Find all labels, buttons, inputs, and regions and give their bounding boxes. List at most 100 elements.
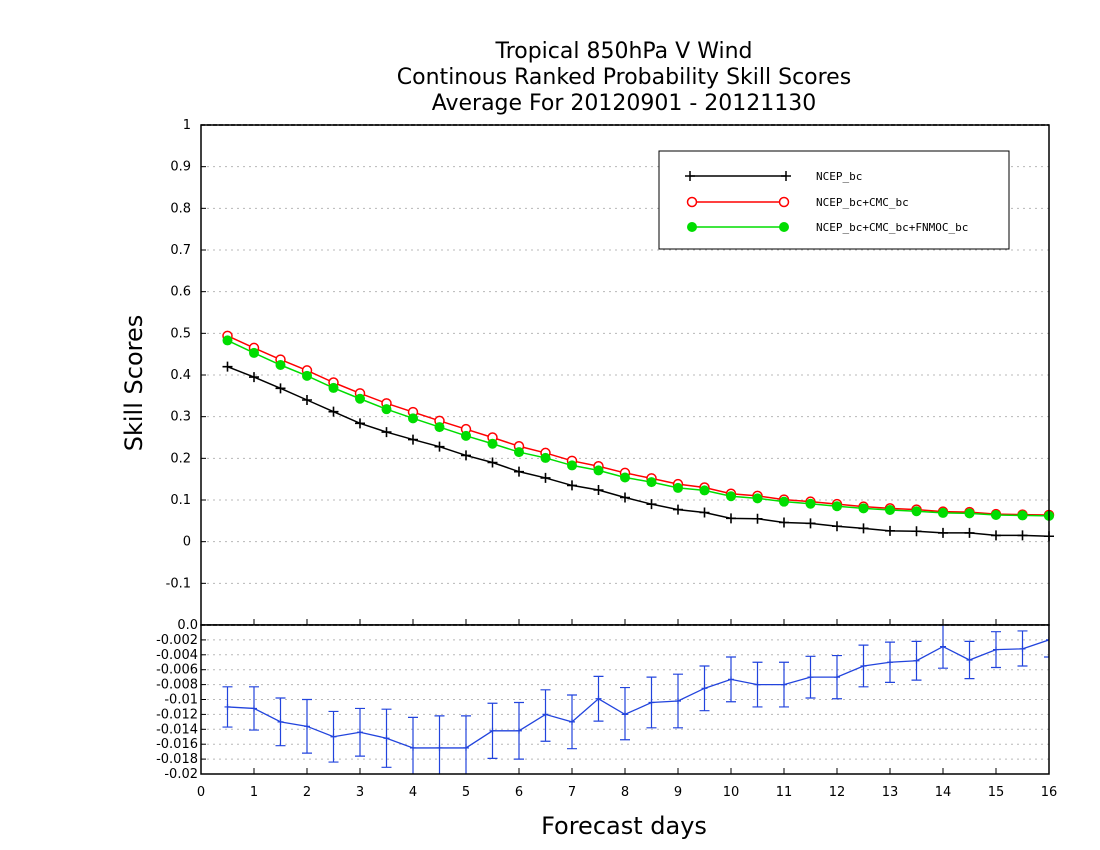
open-circle-marker-icon xyxy=(686,196,698,208)
series-0-point xyxy=(699,507,710,518)
top-y-tick-label: 0.8 xyxy=(170,201,191,216)
x-tick-label: 3 xyxy=(356,785,364,800)
series-0-point xyxy=(805,518,816,529)
series-2-point xyxy=(302,370,312,381)
x-tick-label: 10 xyxy=(723,785,740,800)
y-axis-title: Skill Scores xyxy=(120,315,148,452)
series-0-point xyxy=(487,457,498,468)
top-y-tick-label: 1 xyxy=(183,118,191,133)
bottom-y-tick-label: -0.02 xyxy=(164,767,198,782)
chart-title-line-2: Continous Ranked Probability Skill Score… xyxy=(397,65,851,90)
bottom-y-tick-label: -0.01 xyxy=(164,693,198,708)
filled-circle-marker-icon xyxy=(687,222,697,232)
top-y-tick-label: 0.7 xyxy=(170,243,191,258)
difference-point xyxy=(913,657,920,664)
filled-circle-marker-icon xyxy=(779,222,789,232)
plus-marker-icon xyxy=(685,171,791,181)
x-tick-label: 16 xyxy=(1041,785,1058,800)
x-tick-label: 5 xyxy=(462,785,470,800)
difference-point xyxy=(701,685,708,692)
series-0-point xyxy=(964,527,975,538)
series-0-point xyxy=(858,523,869,534)
bottom-y-tick-label: -0.004 xyxy=(156,648,198,663)
series-2-point xyxy=(567,460,577,471)
series-2-point xyxy=(620,472,630,483)
series-0-point xyxy=(779,517,789,528)
series-2-point xyxy=(699,485,710,496)
difference-point xyxy=(648,699,655,706)
difference-point xyxy=(569,718,575,725)
series-2-point xyxy=(381,404,392,415)
x-tick-label: 0 xyxy=(197,785,205,800)
series-2-point xyxy=(805,498,816,509)
x-tick-label: 12 xyxy=(829,785,846,800)
difference-point xyxy=(489,727,496,734)
series-0-point xyxy=(461,450,471,461)
difference-point xyxy=(1019,645,1026,652)
difference-point xyxy=(807,674,814,681)
difference-point xyxy=(860,662,867,669)
x-tick-label: 11 xyxy=(776,785,793,800)
series-2-point xyxy=(408,413,418,424)
difference-point xyxy=(834,674,840,681)
difference-line xyxy=(227,639,1049,749)
legend-label-ncep-cmc-fnmoc: NCEP_bc+CMC_bc+FNMOC_bc xyxy=(816,221,968,234)
difference-point xyxy=(728,676,734,683)
series-0-point xyxy=(408,434,418,445)
x-tick-label: 4 xyxy=(409,785,417,800)
series-2-point xyxy=(646,477,657,488)
legend-entry-ncep-cmc: NCEP_bc+CMC_bc xyxy=(686,196,909,209)
legend-entry-ncep-cmc-fnmoc: NCEP_bc+CMC_bc+FNMOC_bc xyxy=(687,221,968,234)
series-0-point xyxy=(1017,530,1028,541)
series-0-point xyxy=(832,521,842,532)
series-2-point xyxy=(911,506,922,517)
series-0-point xyxy=(620,492,630,503)
series-0-point xyxy=(726,513,736,524)
bottom-y-tick-label: 0.0 xyxy=(177,618,198,633)
difference-point xyxy=(595,695,602,702)
x-tick-label: 14 xyxy=(935,785,952,800)
difference-point xyxy=(383,735,390,742)
difference-point xyxy=(410,744,416,751)
difference-series xyxy=(222,625,1049,774)
chart-legend: NCEP_bc NCEP_bc+CMC_bc NCEP_bc+CMC_bc+FN… xyxy=(658,150,1010,250)
series-0-point xyxy=(593,485,604,495)
x-tick-label: 9 xyxy=(674,785,682,800)
x-tick-label: 6 xyxy=(515,785,523,800)
x-tick-label: 7 xyxy=(568,785,576,800)
series-0-point xyxy=(540,472,551,483)
chart-title-line-3: Average For 20120901 - 20121130 xyxy=(432,91,817,116)
top-y-tick-label: 0.6 xyxy=(170,285,191,300)
bottom-frame xyxy=(200,624,1050,775)
series-0-point xyxy=(673,504,683,515)
difference-point xyxy=(463,744,469,751)
series-0-point xyxy=(567,480,577,491)
difference-point xyxy=(1046,636,1049,643)
bottom-y-tick-label: -0.014 xyxy=(156,722,198,737)
bottom-y-tick-label: -0.018 xyxy=(156,752,198,767)
series-2-point xyxy=(752,493,763,504)
series-2-point xyxy=(938,507,948,518)
x-tick-label: 13 xyxy=(882,785,899,800)
difference-point xyxy=(357,729,363,736)
bottom-y-tick-label: -0.006 xyxy=(156,663,198,678)
chart-title-line-1: Tropical 850hPa V Wind xyxy=(494,39,752,64)
difference-point xyxy=(993,646,999,653)
series-0-point xyxy=(249,372,259,383)
top-y-tick-label: 0.4 xyxy=(170,368,191,383)
difference-point xyxy=(330,733,337,740)
series-2-point xyxy=(275,360,286,370)
legend-label-ncep-cmc: NCEP_bc+CMC_bc xyxy=(816,196,909,209)
top-y-tick-label: 0.2 xyxy=(170,451,191,466)
series-2-point xyxy=(487,438,498,449)
series-2-point xyxy=(1017,510,1028,521)
series-0-point xyxy=(328,406,339,417)
error-bar xyxy=(1044,625,1049,658)
series-2-point xyxy=(779,496,789,507)
series-0-point xyxy=(222,361,233,372)
legend-box xyxy=(658,150,1010,250)
series-2-point xyxy=(964,508,975,519)
difference-point xyxy=(251,705,257,712)
x-tick-label: 2 xyxy=(303,785,311,800)
